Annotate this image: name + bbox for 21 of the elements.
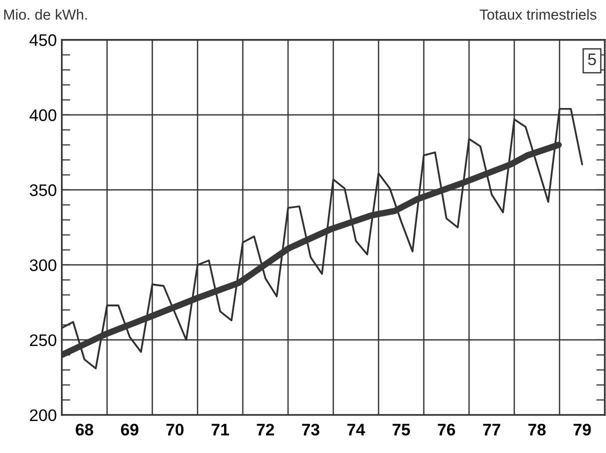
- x-tick-label: 71: [212, 424, 229, 436]
- y-axis-title: Mio. de kWh.: [4, 9, 87, 20]
- x-tick-label: 70: [166, 424, 184, 436]
- annotation: 5: [588, 54, 596, 66]
- x-tick-label: 78: [528, 424, 546, 436]
- x-tick-label: 75: [392, 424, 410, 436]
- x-tick-label: 79: [574, 424, 591, 436]
- x-tick-label: 72: [256, 424, 274, 436]
- x-tick-label: 74: [347, 424, 366, 436]
- x-tick-label: 73: [302, 424, 320, 436]
- y-tick-label: 400: [30, 109, 56, 122]
- y-tick-label: 350: [30, 184, 56, 196]
- y-tick-label: 250: [30, 334, 56, 346]
- chart-subtitle: Totaux trimestriels: [480, 9, 596, 20]
- x-tick-label: 76: [438, 424, 456, 436]
- x-tick-label: 69: [121, 424, 138, 436]
- y-tick-label: 200: [30, 409, 56, 422]
- x-tick-label: 68: [76, 424, 94, 436]
- x-tick-label: 77: [483, 424, 500, 436]
- y-tick-label: 450: [30, 34, 56, 46]
- y-tick-label: 300: [30, 259, 56, 272]
